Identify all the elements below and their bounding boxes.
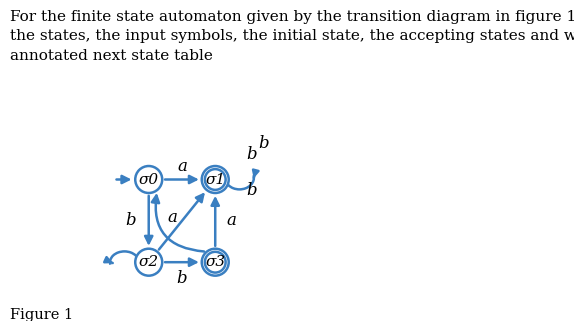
Text: b: b <box>177 270 187 287</box>
Circle shape <box>135 166 162 193</box>
Text: b: b <box>247 146 257 163</box>
Text: σ2: σ2 <box>139 255 159 269</box>
Circle shape <box>135 249 162 276</box>
Text: b: b <box>126 213 136 229</box>
Text: σ3: σ3 <box>205 255 226 269</box>
Circle shape <box>201 249 228 276</box>
Text: a: a <box>177 159 187 175</box>
Text: σ0: σ0 <box>139 172 159 187</box>
Text: For the finite state automaton given by the transition diagram in figure 1, find: For the finite state automaton given by … <box>10 10 574 63</box>
Text: b: b <box>258 135 269 152</box>
Circle shape <box>201 166 228 193</box>
Text: σ1: σ1 <box>205 172 226 187</box>
Text: a: a <box>227 213 236 229</box>
Text: Figure 1: Figure 1 <box>10 308 73 321</box>
Text: b: b <box>247 182 257 199</box>
Text: a: a <box>167 209 177 226</box>
